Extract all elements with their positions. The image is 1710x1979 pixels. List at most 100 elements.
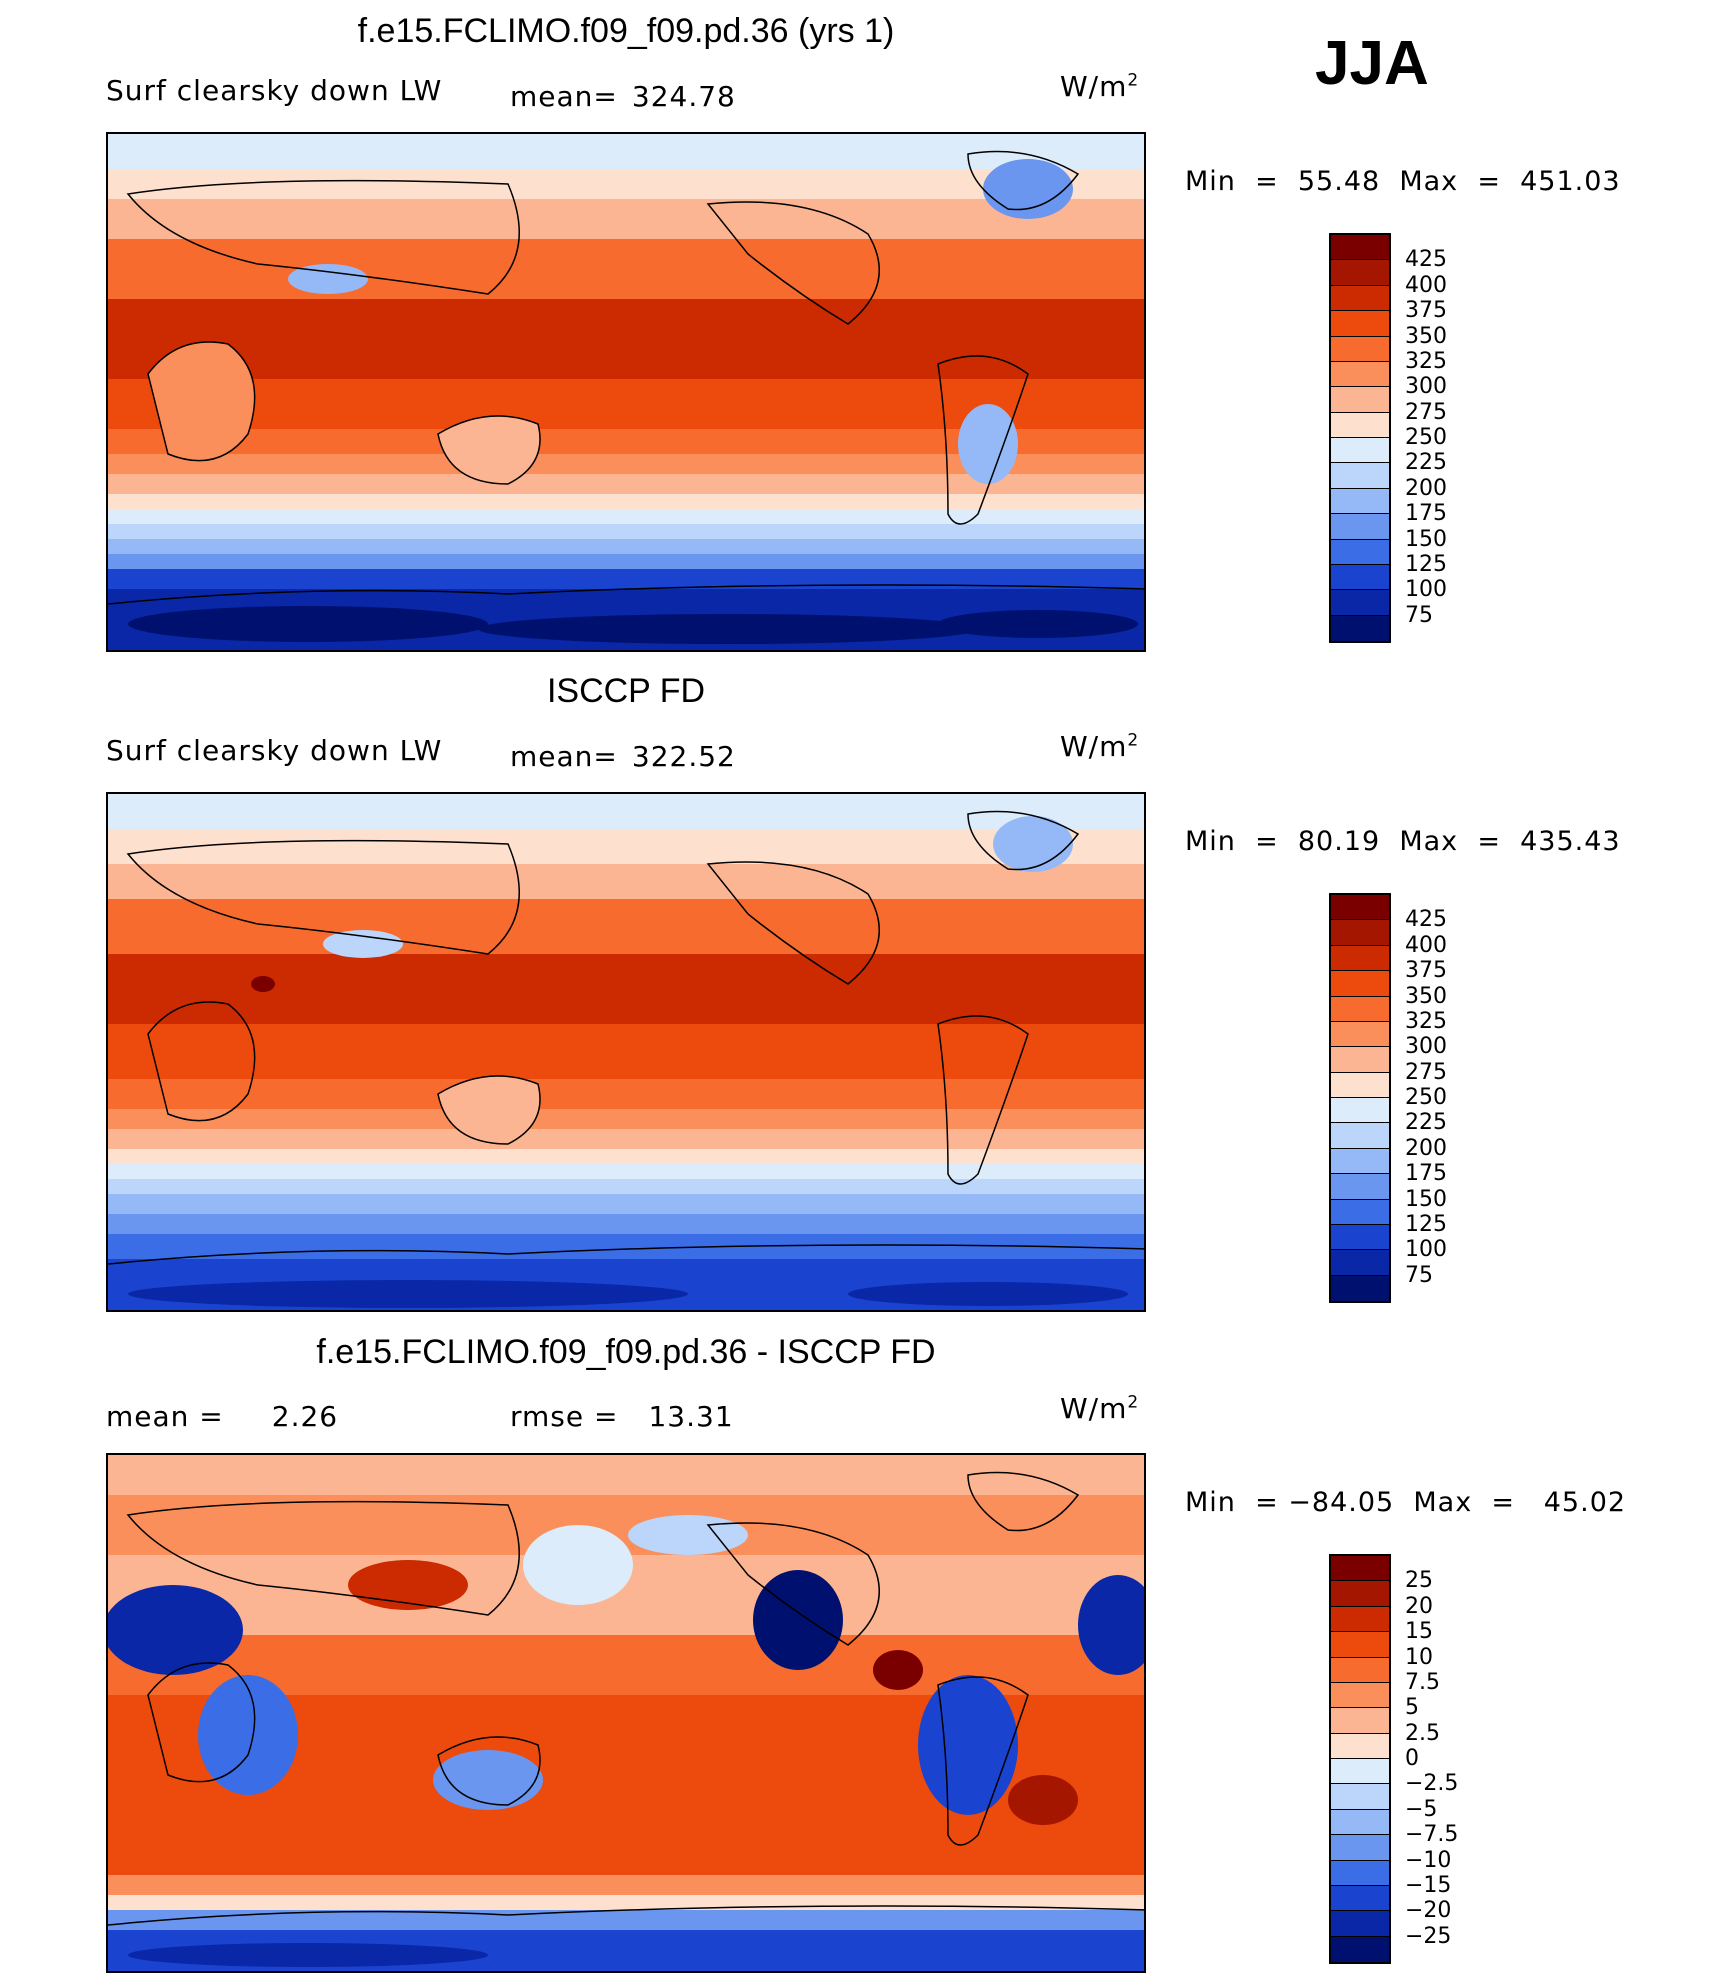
units-base: W/m xyxy=(1060,70,1128,103)
colorbar-tick-label: 7.5 xyxy=(1405,1669,1440,1695)
colorbar-tick-label: 350 xyxy=(1405,323,1447,349)
colorbar-tick-label: 150 xyxy=(1405,1186,1447,1212)
colorbar-swatch xyxy=(1331,920,1389,946)
colorbar-swatch xyxy=(1331,1936,1389,1962)
colorbar-tick-label: 325 xyxy=(1405,348,1447,374)
colorbar-swatch xyxy=(1331,387,1389,413)
min-value: 80.19 xyxy=(1297,826,1381,857)
colorbar-swatch xyxy=(1331,488,1389,515)
min-label: Min = xyxy=(1185,826,1279,857)
colorbar-swatch xyxy=(1331,1199,1389,1225)
colorbar-tick-label: 225 xyxy=(1405,1110,1447,1136)
colorbar-tick-label: −2.5 xyxy=(1405,1771,1459,1797)
colorbar-swatch xyxy=(1331,412,1389,438)
colorbar-swatch xyxy=(1331,1835,1389,1861)
panel-1-colorbar xyxy=(1329,233,1391,643)
colorbar-tick-label: 300 xyxy=(1405,1034,1447,1060)
colorbar-swatch xyxy=(1331,1657,1389,1683)
panel-3-mean-value: 2.26 xyxy=(271,1400,339,1433)
panel-2-units: W/m2 xyxy=(1060,730,1139,763)
panel-1-field-label: Surf clearsky down LW xyxy=(106,74,443,107)
colorbar-swatch xyxy=(1331,895,1389,921)
colorbar-tick-label: −7.5 xyxy=(1405,1822,1459,1848)
panel-2-mean-value: 322.52 xyxy=(631,740,736,773)
panel-1-mean-value: 324.78 xyxy=(631,80,736,113)
colorbar-tick-label: 175 xyxy=(1405,1161,1447,1187)
panel-2-title: ISCCP FD xyxy=(546,672,706,710)
panel-3-map xyxy=(106,1453,1146,1973)
colorbar-swatch xyxy=(1331,438,1389,464)
colorbar-swatch xyxy=(1331,311,1389,337)
panel-1-units: W/m2 xyxy=(1060,70,1139,103)
colorbar-swatch xyxy=(1331,336,1389,362)
colorbar-tick-label: 225 xyxy=(1405,450,1447,476)
colorbar-tick-label: 100 xyxy=(1405,577,1447,603)
panel-1-mean-label: mean= xyxy=(510,80,618,113)
colorbar-tick-label: 350 xyxy=(1405,983,1447,1009)
colorbar-tick-label: −10 xyxy=(1405,1847,1452,1873)
colorbar-swatch xyxy=(1331,1809,1389,1836)
colorbar-swatch xyxy=(1331,1784,1389,1810)
colorbar-swatch xyxy=(1331,1606,1389,1633)
colorbar-tick-label: 300 xyxy=(1405,374,1447,400)
panel-3-title: f.e15.FCLIMO.f09_f09.pd.36 - ISCCP FD xyxy=(316,1333,936,1371)
colorbar-tick-label: 150 xyxy=(1405,526,1447,552)
colorbar-tick-label: 75 xyxy=(1405,602,1433,628)
colorbar-tick-label: −15 xyxy=(1405,1872,1452,1898)
colorbar-tick-label: 15 xyxy=(1405,1619,1433,1645)
colorbar-swatch xyxy=(1331,564,1389,591)
colorbar-swatch xyxy=(1331,1733,1389,1759)
colorbar-swatch xyxy=(1331,1098,1389,1124)
colorbar-tick-label: 125 xyxy=(1405,551,1447,577)
colorbar-tick-label: 20 xyxy=(1405,1593,1433,1619)
colorbar-swatch xyxy=(1331,1250,1389,1276)
panel-3-rmse-value: 13.31 xyxy=(648,1400,734,1433)
colorbar-swatch xyxy=(1331,1632,1389,1658)
panel-3-mean: mean = 2.26 xyxy=(106,1400,338,1433)
colorbar-tick-label: 325 xyxy=(1405,1008,1447,1034)
colorbar-tick-label: 2.5 xyxy=(1405,1720,1440,1746)
colorbar-swatch xyxy=(1331,1911,1389,1937)
colorbar-swatch xyxy=(1331,1072,1389,1098)
colorbar-tick-label: 175 xyxy=(1405,501,1447,527)
colorbar-tick-label: −25 xyxy=(1405,1923,1452,1949)
min-value: 55.48 xyxy=(1297,166,1381,197)
colorbar-swatch xyxy=(1331,463,1389,489)
panel-2-mean: mean= 322.52 xyxy=(510,740,736,773)
colorbar-tick-label: −20 xyxy=(1405,1898,1452,1924)
units-base: W/m xyxy=(1060,730,1128,763)
panel-3-colorbar xyxy=(1329,1554,1391,1964)
colorbar-swatch xyxy=(1331,514,1389,540)
colorbar-swatch xyxy=(1331,1123,1389,1149)
panel-2-colorbar xyxy=(1329,893,1391,1303)
colorbar-tick-label: 125 xyxy=(1405,1211,1447,1237)
units-exponent: 2 xyxy=(1127,730,1140,751)
colorbar-tick-label: 200 xyxy=(1405,475,1447,501)
panel-2-field-label: Surf clearsky down LW xyxy=(106,734,443,767)
panel-3-minmax: Min = −84.05 Max = 45.02 xyxy=(1185,1487,1626,1518)
colorbar-tick-label: 375 xyxy=(1405,298,1447,324)
panel-3-rmse-label: rmse = xyxy=(510,1400,619,1433)
colorbar-swatch xyxy=(1331,539,1389,565)
colorbar-tick-label: 200 xyxy=(1405,1135,1447,1161)
colorbar-swatch xyxy=(1331,1174,1389,1200)
colorbar-tick-label: 275 xyxy=(1405,399,1447,425)
units-base: W/m xyxy=(1060,1392,1128,1425)
colorbar-swatch xyxy=(1331,1708,1389,1734)
units-exponent: 2 xyxy=(1127,70,1140,91)
colorbar-tick-label: 75 xyxy=(1405,1262,1433,1288)
colorbar-swatch xyxy=(1331,1275,1389,1301)
colorbar-swatch xyxy=(1331,1047,1389,1073)
colorbar-tick-label: −5 xyxy=(1405,1796,1438,1822)
colorbar-tick-label: 400 xyxy=(1405,932,1447,958)
colorbar-swatch xyxy=(1331,971,1389,997)
colorbar-swatch xyxy=(1331,996,1389,1022)
min-label: Min = xyxy=(1185,1487,1279,1518)
colorbar-swatch xyxy=(1331,1885,1389,1912)
max-value: 45.02 xyxy=(1543,1487,1627,1518)
colorbar-swatch xyxy=(1331,945,1389,972)
panel-2-minmax: Min = 80.19 Max = 435.43 xyxy=(1185,826,1621,857)
panel-2-mean-label: mean= xyxy=(510,740,618,773)
panel-1-map xyxy=(106,132,1146,652)
colorbar-tick-label: 100 xyxy=(1405,1237,1447,1263)
